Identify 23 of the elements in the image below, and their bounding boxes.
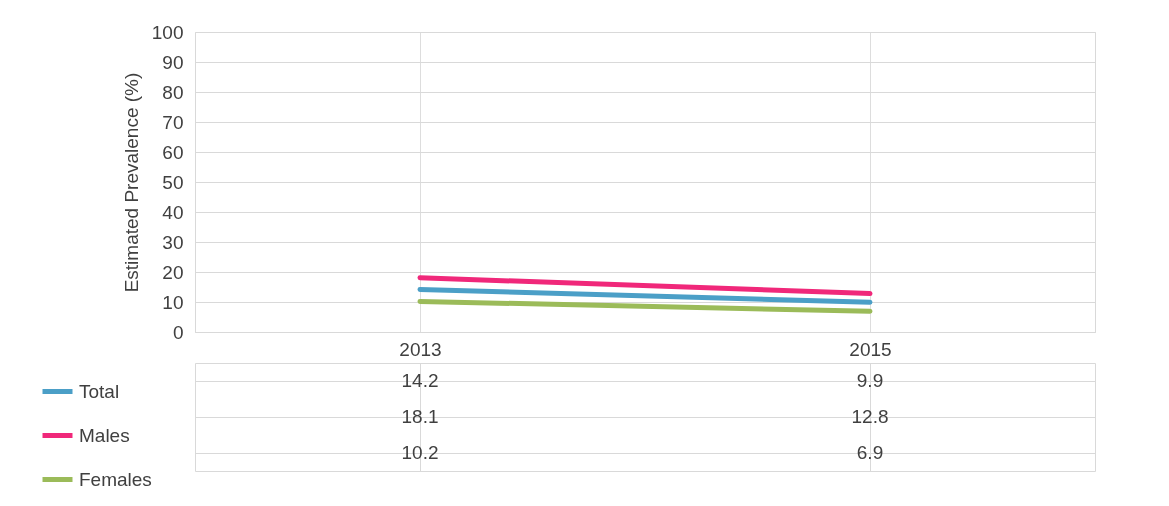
y-tick-label: 90 — [162, 51, 184, 73]
y-tick-label: 100 — [151, 21, 184, 43]
y-tick-label: 80 — [162, 81, 184, 103]
data-label: 12.8 — [851, 406, 889, 427]
data-label: 9.9 — [856, 370, 884, 391]
y-tick-label: 30 — [162, 231, 184, 253]
legend-label: Females — [79, 468, 152, 490]
y-axis-title: Estimated Prevalence (%) — [120, 72, 142, 293]
y-tick-label: 70 — [162, 111, 184, 133]
y-tick-label: 0 — [172, 321, 184, 343]
y-tick-label: 60 — [162, 141, 184, 163]
data-label: 18.1 — [401, 406, 439, 427]
x-tick-label: 2015 — [849, 338, 892, 360]
data-label: 10.2 — [401, 442, 439, 463]
data-label: 14.2 — [401, 370, 439, 391]
y-tick-label: 50 — [162, 171, 184, 193]
x-tick-label: 2013 — [399, 338, 442, 360]
y-tick-label: 20 — [162, 261, 184, 283]
legend-label: Total — [79, 380, 120, 402]
y-tick-label: 10 — [162, 291, 184, 313]
legend-label: Males — [79, 424, 130, 446]
y-tick-label: 40 — [162, 201, 184, 223]
data-label: 6.9 — [856, 442, 884, 463]
